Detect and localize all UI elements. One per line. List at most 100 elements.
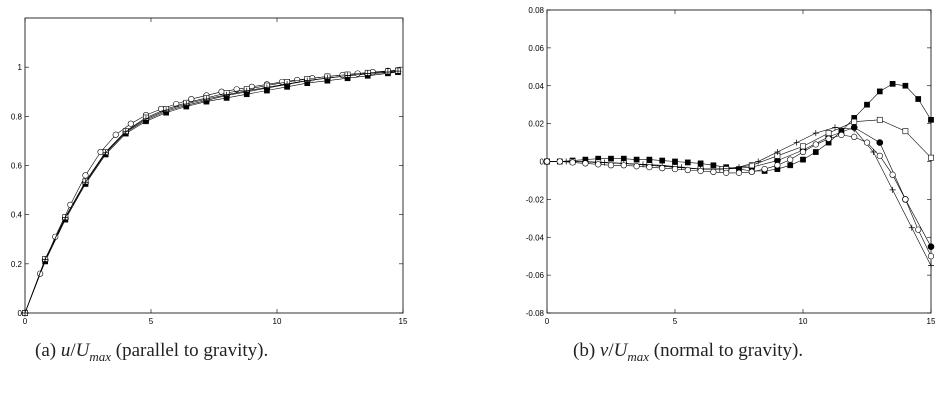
- y-tick-label: -0.02: [526, 195, 545, 204]
- series-point: [394, 68, 401, 75]
- series-point: [672, 158, 678, 165]
- series-point: [838, 131, 845, 139]
- caption-b-sub: max: [627, 348, 650, 364]
- y-tick-label: 1: [18, 63, 23, 72]
- series-point: [684, 159, 691, 166]
- series-point: [22, 310, 28, 316]
- series-point: [915, 96, 922, 102]
- series-point: [851, 126, 858, 133]
- y-tick-label: 0.2: [11, 260, 23, 269]
- series-point: [364, 70, 371, 77]
- series-line: [24, 70, 399, 314]
- series-point: [908, 224, 915, 231]
- series-point: [928, 262, 934, 269]
- series-point: [716, 166, 723, 173]
- caption-b-var: v: [599, 340, 609, 361]
- series-point: [263, 84, 270, 91]
- series-point: [927, 243, 935, 251]
- series-point: [863, 139, 871, 146]
- series-point: [876, 139, 884, 146]
- y-tick-label: -0.08: [526, 309, 545, 318]
- series-point: [304, 77, 311, 84]
- caption-a-var: u: [60, 340, 71, 361]
- series-point: [223, 91, 230, 98]
- series-line: [547, 127, 932, 247]
- series-point: [122, 128, 129, 135]
- y-tick-label: -0.06: [526, 271, 545, 280]
- series-point: [569, 159, 576, 166]
- caption-a-desc: (parallel to gravity).: [111, 340, 269, 361]
- x-tick-label: 5: [673, 317, 678, 326]
- caption-b: (b) v/Umax (normal to gravity).: [573, 340, 803, 365]
- series-point: [142, 115, 149, 122]
- series-point: [748, 168, 755, 176]
- series-point: [697, 167, 704, 175]
- x-tick-label: 15: [399, 317, 408, 326]
- series-3: [544, 116, 934, 172]
- y-tick-label: 0: [540, 158, 545, 167]
- series-point: [112, 131, 119, 138]
- series-point: [563, 158, 570, 165]
- series-point: [183, 101, 190, 108]
- y-tick-label: 0.6: [11, 162, 23, 171]
- series-point: [889, 171, 896, 178]
- series-1: [544, 81, 934, 174]
- series-point: [870, 149, 877, 156]
- series-5: [22, 68, 401, 316]
- series-point: [723, 169, 730, 176]
- series-point: [825, 130, 832, 136]
- series-point: [659, 165, 666, 172]
- series-point: [902, 82, 909, 89]
- x-tick-label: 15: [927, 317, 935, 326]
- series-4: [22, 67, 401, 316]
- series-point: [927, 253, 935, 260]
- series-point: [793, 139, 800, 146]
- y-tick-label: 0.02: [528, 120, 544, 129]
- x-tick-label: 10: [799, 317, 808, 326]
- y-tick-label: 0.4: [11, 211, 23, 220]
- series-point: [646, 156, 653, 163]
- series-point: [595, 161, 602, 168]
- series-point: [671, 165, 679, 173]
- series-point: [284, 80, 291, 87]
- caption-a-sub: max: [89, 348, 112, 364]
- series-point: [697, 160, 704, 167]
- series-point: [915, 226, 922, 233]
- series-point: [582, 160, 589, 167]
- series-point: [684, 166, 691, 174]
- series-point: [755, 158, 762, 165]
- series-point: [127, 120, 134, 127]
- series-point: [203, 96, 210, 103]
- series-point: [851, 133, 858, 140]
- series-point: [774, 149, 781, 156]
- chart-panel-b: 0 5 10 15 -0.08 -0.06 -0.04 -0.02 0 0.02 0.04 0.06 0…: [467, 0, 935, 394]
- series-point: [825, 135, 832, 142]
- caption-a-prefix: (a): [35, 340, 61, 361]
- series-line: [547, 83, 932, 172]
- series-point: [735, 169, 743, 176]
- series-point: [799, 148, 807, 156]
- series-point: [42, 256, 49, 263]
- series-point: [774, 162, 781, 169]
- series-point: [102, 149, 109, 156]
- x-tick-label: 10: [273, 317, 282, 326]
- y-tick-label: 0.08: [528, 6, 544, 15]
- series-point: [851, 118, 858, 125]
- y-tick-label: 0.04: [528, 82, 544, 91]
- series-line: [547, 127, 932, 266]
- series-point: [889, 81, 896, 87]
- series-point: [646, 164, 653, 171]
- series-point: [864, 101, 870, 108]
- series-point: [601, 159, 608, 166]
- series-5: [543, 131, 935, 260]
- series-2: [543, 124, 935, 251]
- series-point: [876, 116, 883, 123]
- series-point: [324, 74, 331, 81]
- series-point: [761, 165, 768, 173]
- series-point: [188, 96, 195, 103]
- series-point: [633, 163, 640, 170]
- x-tick-label: 5: [149, 317, 154, 326]
- chart-a-svg: 0 5 10 15 0 0.2 0.4 0.6 0.8 1: [11, 17, 408, 326]
- series-point: [556, 158, 563, 165]
- series-point: [902, 128, 909, 135]
